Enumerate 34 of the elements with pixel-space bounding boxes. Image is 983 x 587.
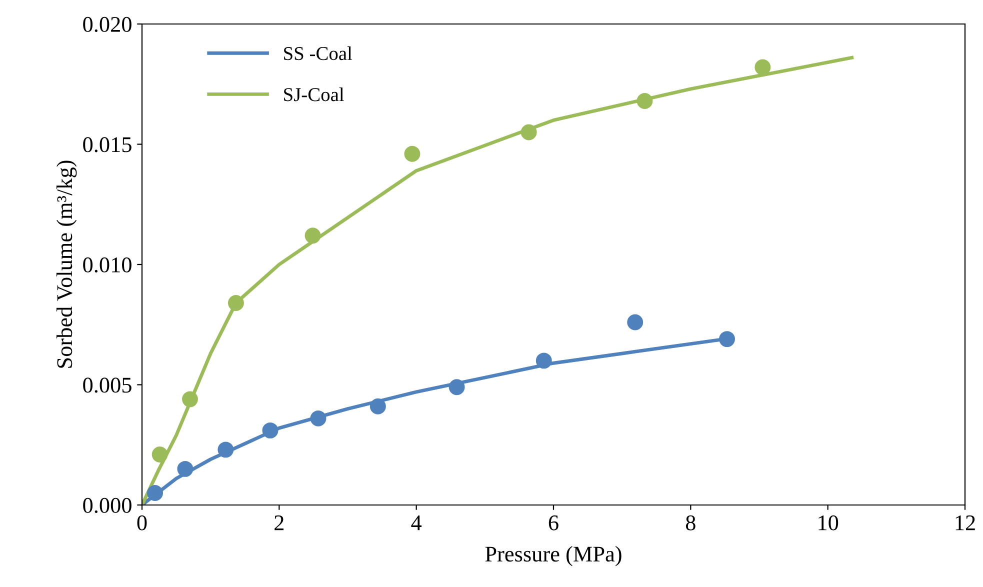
- point: [152, 446, 168, 462]
- point: [228, 295, 244, 311]
- point: [147, 484, 164, 501]
- point: [754, 59, 771, 76]
- x-tick-label: 6: [548, 515, 558, 530]
- legend-label: SJ-Coal: [284, 88, 344, 102]
- y-tick-label: 0.015: [83, 137, 132, 152]
- x-tick-label: 12: [956, 515, 975, 530]
- x-tick-label: 8: [686, 515, 696, 530]
- x-tick-label: 0: [137, 515, 147, 530]
- point: [310, 410, 326, 426]
- y-tick-label: 0.005: [83, 378, 132, 393]
- point: [536, 352, 552, 369]
- point: [177, 460, 194, 477]
- y-tick-label: 0.010: [83, 257, 132, 273]
- x-tick-label: 2: [274, 515, 284, 530]
- point: [520, 124, 537, 140]
- x-tick-label: 10: [818, 515, 838, 530]
- point: [636, 92, 653, 109]
- x-tick-label: 4: [411, 516, 422, 530]
- point: [182, 391, 198, 408]
- y-tick-label: 0.000: [83, 498, 132, 514]
- point: [304, 228, 321, 244]
- point: [448, 379, 465, 396]
- point: [370, 398, 386, 414]
- point: [404, 146, 420, 162]
- point: [262, 422, 278, 438]
- point: [627, 314, 644, 330]
- y-tick-label: 0.020: [83, 16, 132, 32]
- legend-label: SS -Coal: [284, 46, 352, 60]
- point: [719, 331, 735, 348]
- y-axis-title: Sorbed Volume (m³/kg): [56, 160, 77, 368]
- x-axis-title: Pressure (MPa): [485, 546, 622, 566]
- point: [218, 442, 234, 458]
